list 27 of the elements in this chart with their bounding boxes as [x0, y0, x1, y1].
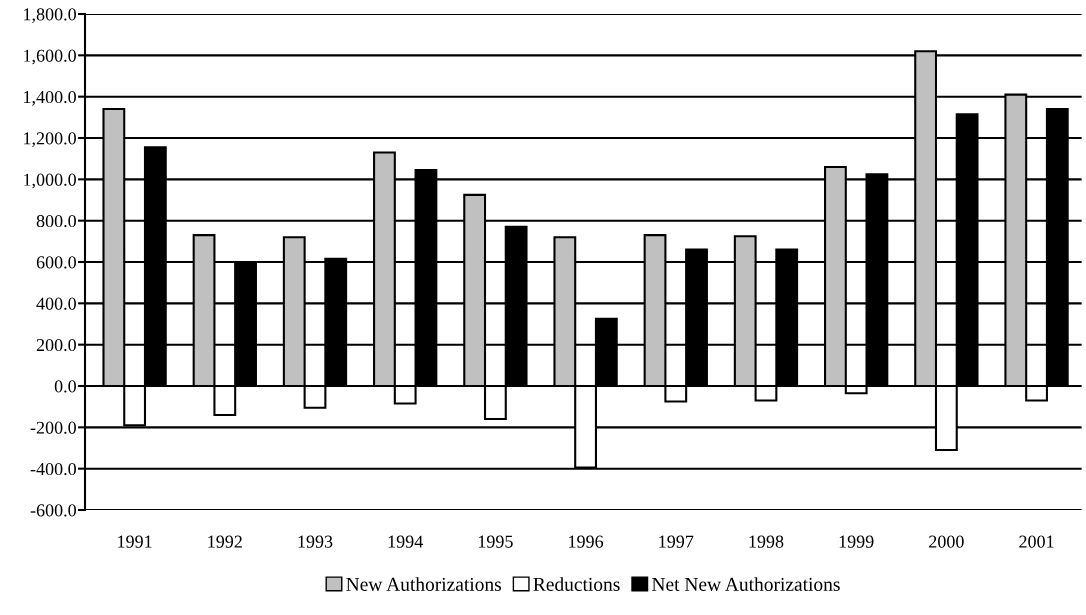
x-tick-label: 1999: [839, 535, 874, 548]
y-tick-label: -200.0: [30, 421, 76, 434]
x-tick-label: 2001: [1019, 535, 1054, 548]
x-tick-label: 1996: [569, 535, 604, 548]
y-tick-label: 400.0: [36, 297, 76, 310]
y-tick-label: 0.0: [54, 380, 76, 393]
y-tick-label: 200.0: [36, 338, 76, 352]
y-tick-label: -600.0: [30, 504, 76, 517]
y-tick-label: 1,800.0: [24, 8, 76, 24]
legend-label: Net New Authorizations: [652, 577, 840, 591]
x-tick-label: 1992: [208, 535, 242, 548]
y-tick-label: 1,400.0: [24, 90, 76, 106]
y-tick-label: -400.0: [30, 462, 76, 476]
y-tick-label: 600.0: [36, 256, 76, 269]
y-tick-label: 1,200.0: [24, 132, 76, 148]
x-tick-label: 1995: [478, 535, 513, 548]
x-tick-label: 1998: [749, 535, 784, 548]
legend-label: New Authorizations: [346, 577, 502, 591]
legend-label: Reductions: [533, 577, 620, 591]
y-tick-label: 1,000.0: [24, 173, 76, 189]
x-tick-label: 1994: [388, 535, 423, 548]
x-tick-label: 1997: [659, 535, 694, 548]
y-tick-label: 800.0: [36, 214, 76, 228]
y-tick-label: 1,600.0: [24, 49, 76, 65]
x-tick-label: 2000: [929, 535, 964, 548]
x-tick-label: 1991: [118, 535, 152, 548]
x-tick-label: 1993: [298, 535, 333, 548]
